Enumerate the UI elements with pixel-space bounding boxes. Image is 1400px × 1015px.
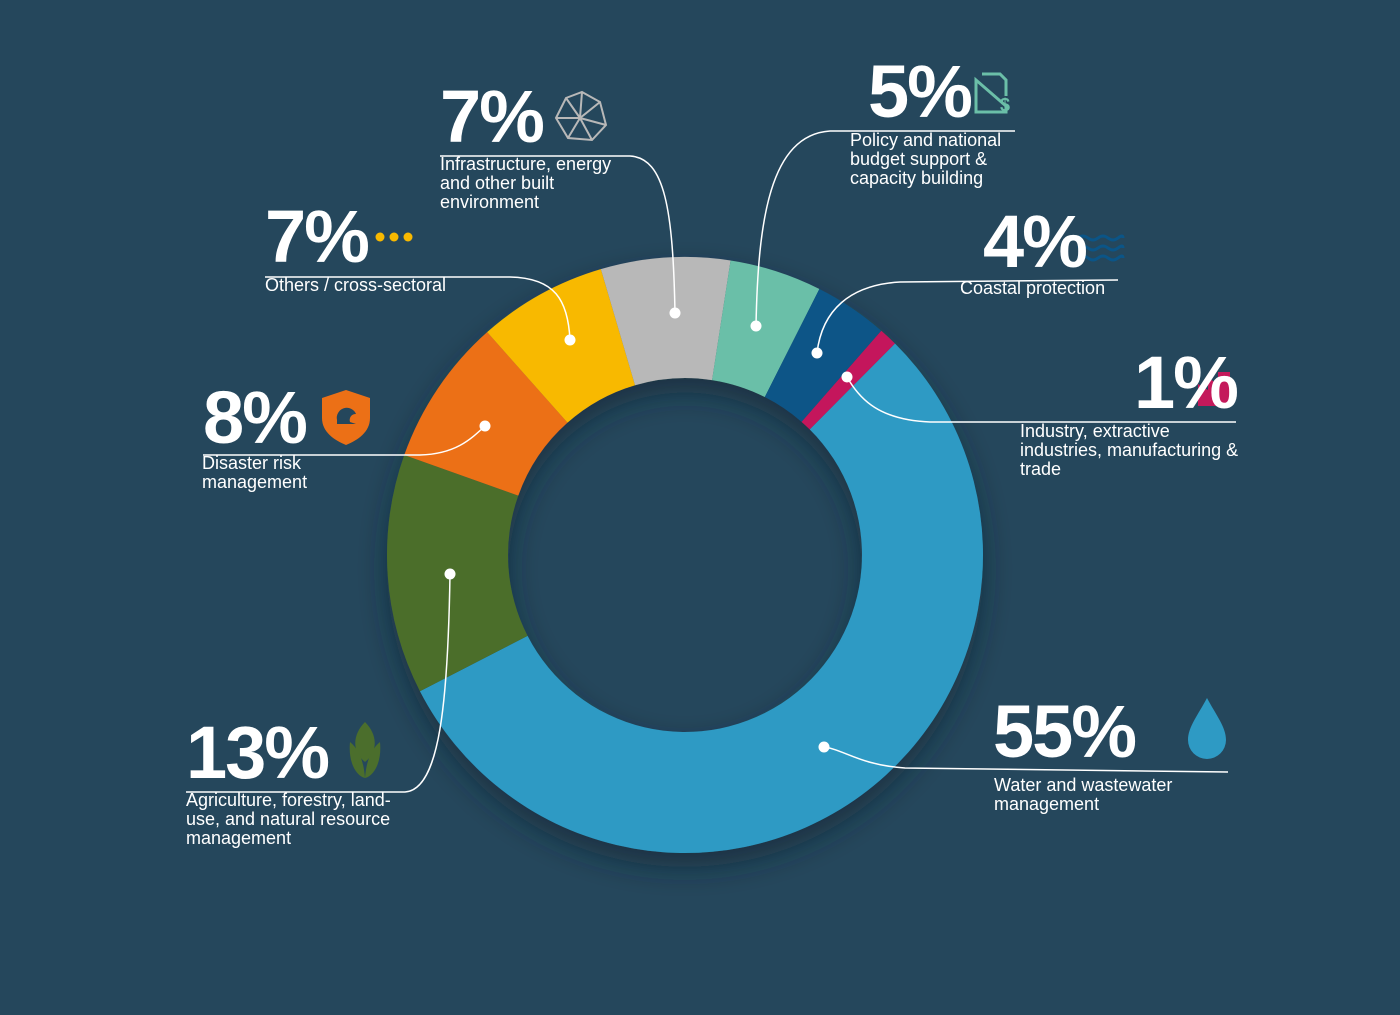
leaders [186, 130, 1236, 793]
percent-label: 5% [868, 50, 971, 133]
leader-line [203, 425, 486, 456]
category-label: Agriculture, forestry, land-use, and nat… [186, 790, 391, 848]
leader-dot [811, 347, 823, 359]
slice [487, 269, 636, 423]
icon-wave [336, 407, 356, 424]
leader-dot [444, 568, 456, 580]
percent-label: 55% [993, 690, 1135, 773]
leader-line [440, 155, 676, 314]
percent-label: 7% [440, 75, 543, 158]
category-label: Industry, extractive industries, manufac… [1020, 421, 1239, 479]
leader-dot [818, 741, 830, 753]
slice [419, 343, 983, 853]
percent-label: 7% [265, 195, 368, 278]
leader-line [755, 130, 1015, 327]
category-label: Water and wastewater management [994, 775, 1173, 814]
slices [387, 257, 983, 853]
icon-factory [1198, 372, 1230, 406]
percent-label: 4% [983, 200, 1086, 283]
category-label: Others / cross-sectoral [265, 275, 447, 295]
slice [764, 289, 882, 422]
leader-dot [564, 334, 576, 346]
leader-dot [669, 307, 681, 319]
icons: $ [322, 72, 1230, 778]
icon-dots [375, 232, 413, 242]
category-label: Policy and national budget support & cap… [850, 130, 1002, 188]
slice [387, 455, 528, 692]
leader-line [265, 276, 571, 341]
leader-line [823, 746, 1229, 773]
svg-text:$: $ [1000, 95, 1010, 115]
category-label: Disaster risk management [202, 453, 308, 492]
leader-line [816, 279, 1119, 354]
leader-dot [479, 420, 491, 432]
slice [404, 332, 568, 496]
leader-line [186, 573, 451, 793]
icon-leaf [349, 722, 381, 778]
icon-document: $ [974, 72, 1010, 115]
category-label: Infrastructure, energy and other built e… [440, 154, 612, 212]
slice [712, 260, 820, 398]
percent-label: 13% [186, 711, 328, 794]
category-label: Coastal protection [960, 278, 1106, 298]
leader-dot [841, 371, 853, 383]
percent-label: 8% [203, 376, 306, 459]
leader-line [846, 376, 1236, 423]
icon-network [554, 90, 608, 142]
slice [600, 257, 731, 386]
icon-water [1188, 698, 1226, 759]
percent-label: 1% [1134, 341, 1237, 424]
leader-dot [750, 320, 762, 332]
icon-waves [1077, 234, 1125, 262]
